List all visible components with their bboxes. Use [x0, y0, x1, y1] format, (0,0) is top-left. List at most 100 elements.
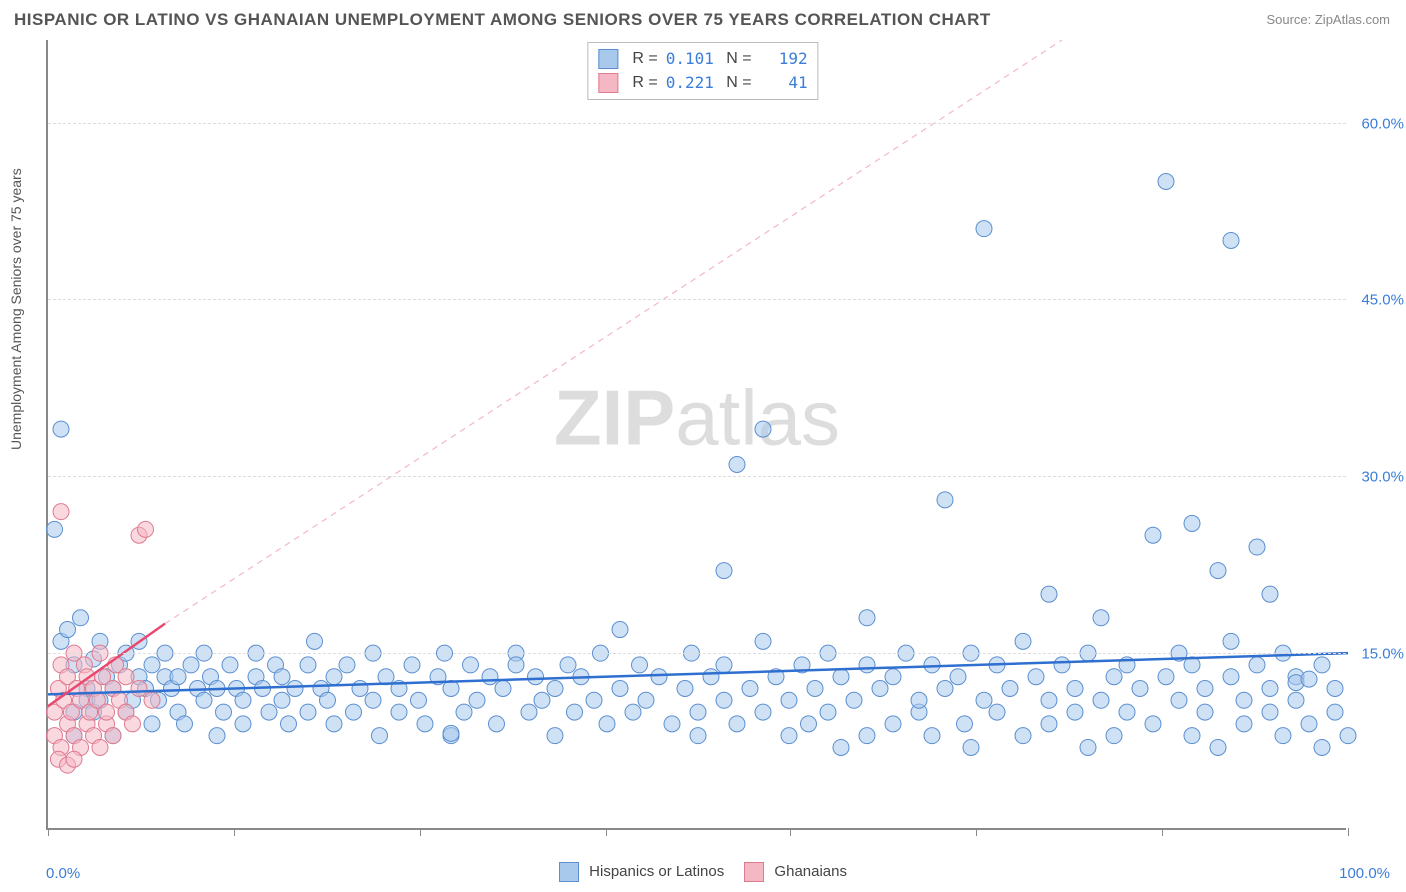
data-point	[1106, 728, 1122, 744]
data-point	[125, 716, 141, 732]
stat-row-ghanaian: R = 0.221 N = 41	[598, 71, 807, 95]
data-point	[1262, 704, 1278, 720]
stat-n-label: N =	[722, 47, 752, 71]
data-point	[690, 728, 706, 744]
swatch-ghanaian	[598, 73, 618, 93]
source-label: Source: ZipAtlas.com	[1266, 12, 1390, 27]
data-point	[1158, 669, 1174, 685]
data-point	[1158, 173, 1174, 189]
data-point	[274, 692, 290, 708]
stat-n-label: N =	[722, 71, 752, 95]
gridline: 15.0%	[48, 653, 1346, 654]
data-point	[911, 692, 927, 708]
data-point	[235, 716, 251, 732]
data-point	[1106, 669, 1122, 685]
data-point	[801, 716, 817, 732]
data-point	[320, 692, 336, 708]
data-point	[92, 739, 108, 755]
data-point	[1340, 728, 1356, 744]
data-point	[365, 692, 381, 708]
data-point	[60, 622, 76, 638]
x-axis-max-label: 100.0%	[1339, 865, 1390, 882]
data-point	[1067, 704, 1083, 720]
data-point	[1236, 692, 1252, 708]
data-point	[976, 692, 992, 708]
data-point	[404, 657, 420, 673]
xtick	[48, 828, 49, 836]
data-point	[411, 692, 427, 708]
chart-title: HISPANIC OR LATINO VS GHANAIAN UNEMPLOYM…	[14, 10, 991, 30]
data-point	[1262, 681, 1278, 697]
data-point	[1002, 681, 1018, 697]
data-point	[1119, 704, 1135, 720]
data-point	[729, 456, 745, 472]
data-point	[651, 669, 667, 685]
data-point	[99, 704, 115, 720]
data-point	[1015, 728, 1031, 744]
legend-item-hispanic: Hispanics or Latinos	[559, 862, 724, 882]
data-point	[281, 716, 297, 732]
data-point	[222, 657, 238, 673]
data-point	[131, 681, 147, 697]
xtick	[1348, 828, 1349, 836]
data-point	[391, 704, 407, 720]
ytick-label: 45.0%	[1361, 292, 1404, 309]
data-point	[508, 657, 524, 673]
data-point	[690, 704, 706, 720]
legend-label-hispanic: Hispanics or Latinos	[589, 863, 724, 880]
data-point	[339, 657, 355, 673]
data-point	[170, 669, 186, 685]
gridline: 60.0%	[48, 123, 1346, 124]
data-point	[846, 692, 862, 708]
data-point	[937, 681, 953, 697]
data-point	[1327, 704, 1343, 720]
data-point	[612, 681, 628, 697]
swatch-ghanaian-icon	[744, 862, 764, 882]
trend-line	[165, 40, 1062, 624]
xtick	[234, 828, 235, 836]
data-point	[326, 669, 342, 685]
data-point	[586, 692, 602, 708]
legend-label-ghanaian: Ghanaians	[774, 863, 847, 880]
trend-line	[48, 653, 1348, 694]
data-point	[177, 716, 193, 732]
data-point	[1145, 527, 1161, 543]
bottom-legend: Hispanics or Latinos Ghanaians	[559, 862, 847, 882]
data-point	[482, 669, 498, 685]
data-point	[463, 657, 479, 673]
data-point	[1236, 716, 1252, 732]
data-point	[346, 704, 362, 720]
data-point	[1210, 739, 1226, 755]
data-point	[1054, 657, 1070, 673]
data-point	[716, 563, 732, 579]
data-point	[300, 657, 316, 673]
data-point	[73, 610, 89, 626]
data-point	[66, 751, 82, 767]
data-point	[1210, 563, 1226, 579]
stat-row-hispanic: R = 0.101 N = 192	[598, 47, 807, 71]
data-point	[1223, 669, 1239, 685]
ytick-label: 30.0%	[1361, 469, 1404, 486]
data-point	[781, 692, 797, 708]
data-point	[1080, 739, 1096, 755]
data-point	[105, 728, 121, 744]
data-point	[1184, 515, 1200, 531]
data-point	[183, 657, 199, 673]
data-point	[209, 728, 225, 744]
data-point	[287, 681, 303, 697]
xtick	[790, 828, 791, 836]
y-axis-label: Unemployment Among Seniors over 75 years	[8, 168, 24, 450]
xtick	[420, 828, 421, 836]
data-point	[1028, 669, 1044, 685]
data-point	[1015, 633, 1031, 649]
data-point	[1093, 610, 1109, 626]
data-point	[872, 681, 888, 697]
data-point	[144, 657, 160, 673]
swatch-hispanic-icon	[559, 862, 579, 882]
data-point	[417, 716, 433, 732]
data-point	[957, 716, 973, 732]
data-point	[1184, 728, 1200, 744]
data-point	[976, 221, 992, 237]
data-point	[1041, 692, 1057, 708]
data-point	[1223, 232, 1239, 248]
